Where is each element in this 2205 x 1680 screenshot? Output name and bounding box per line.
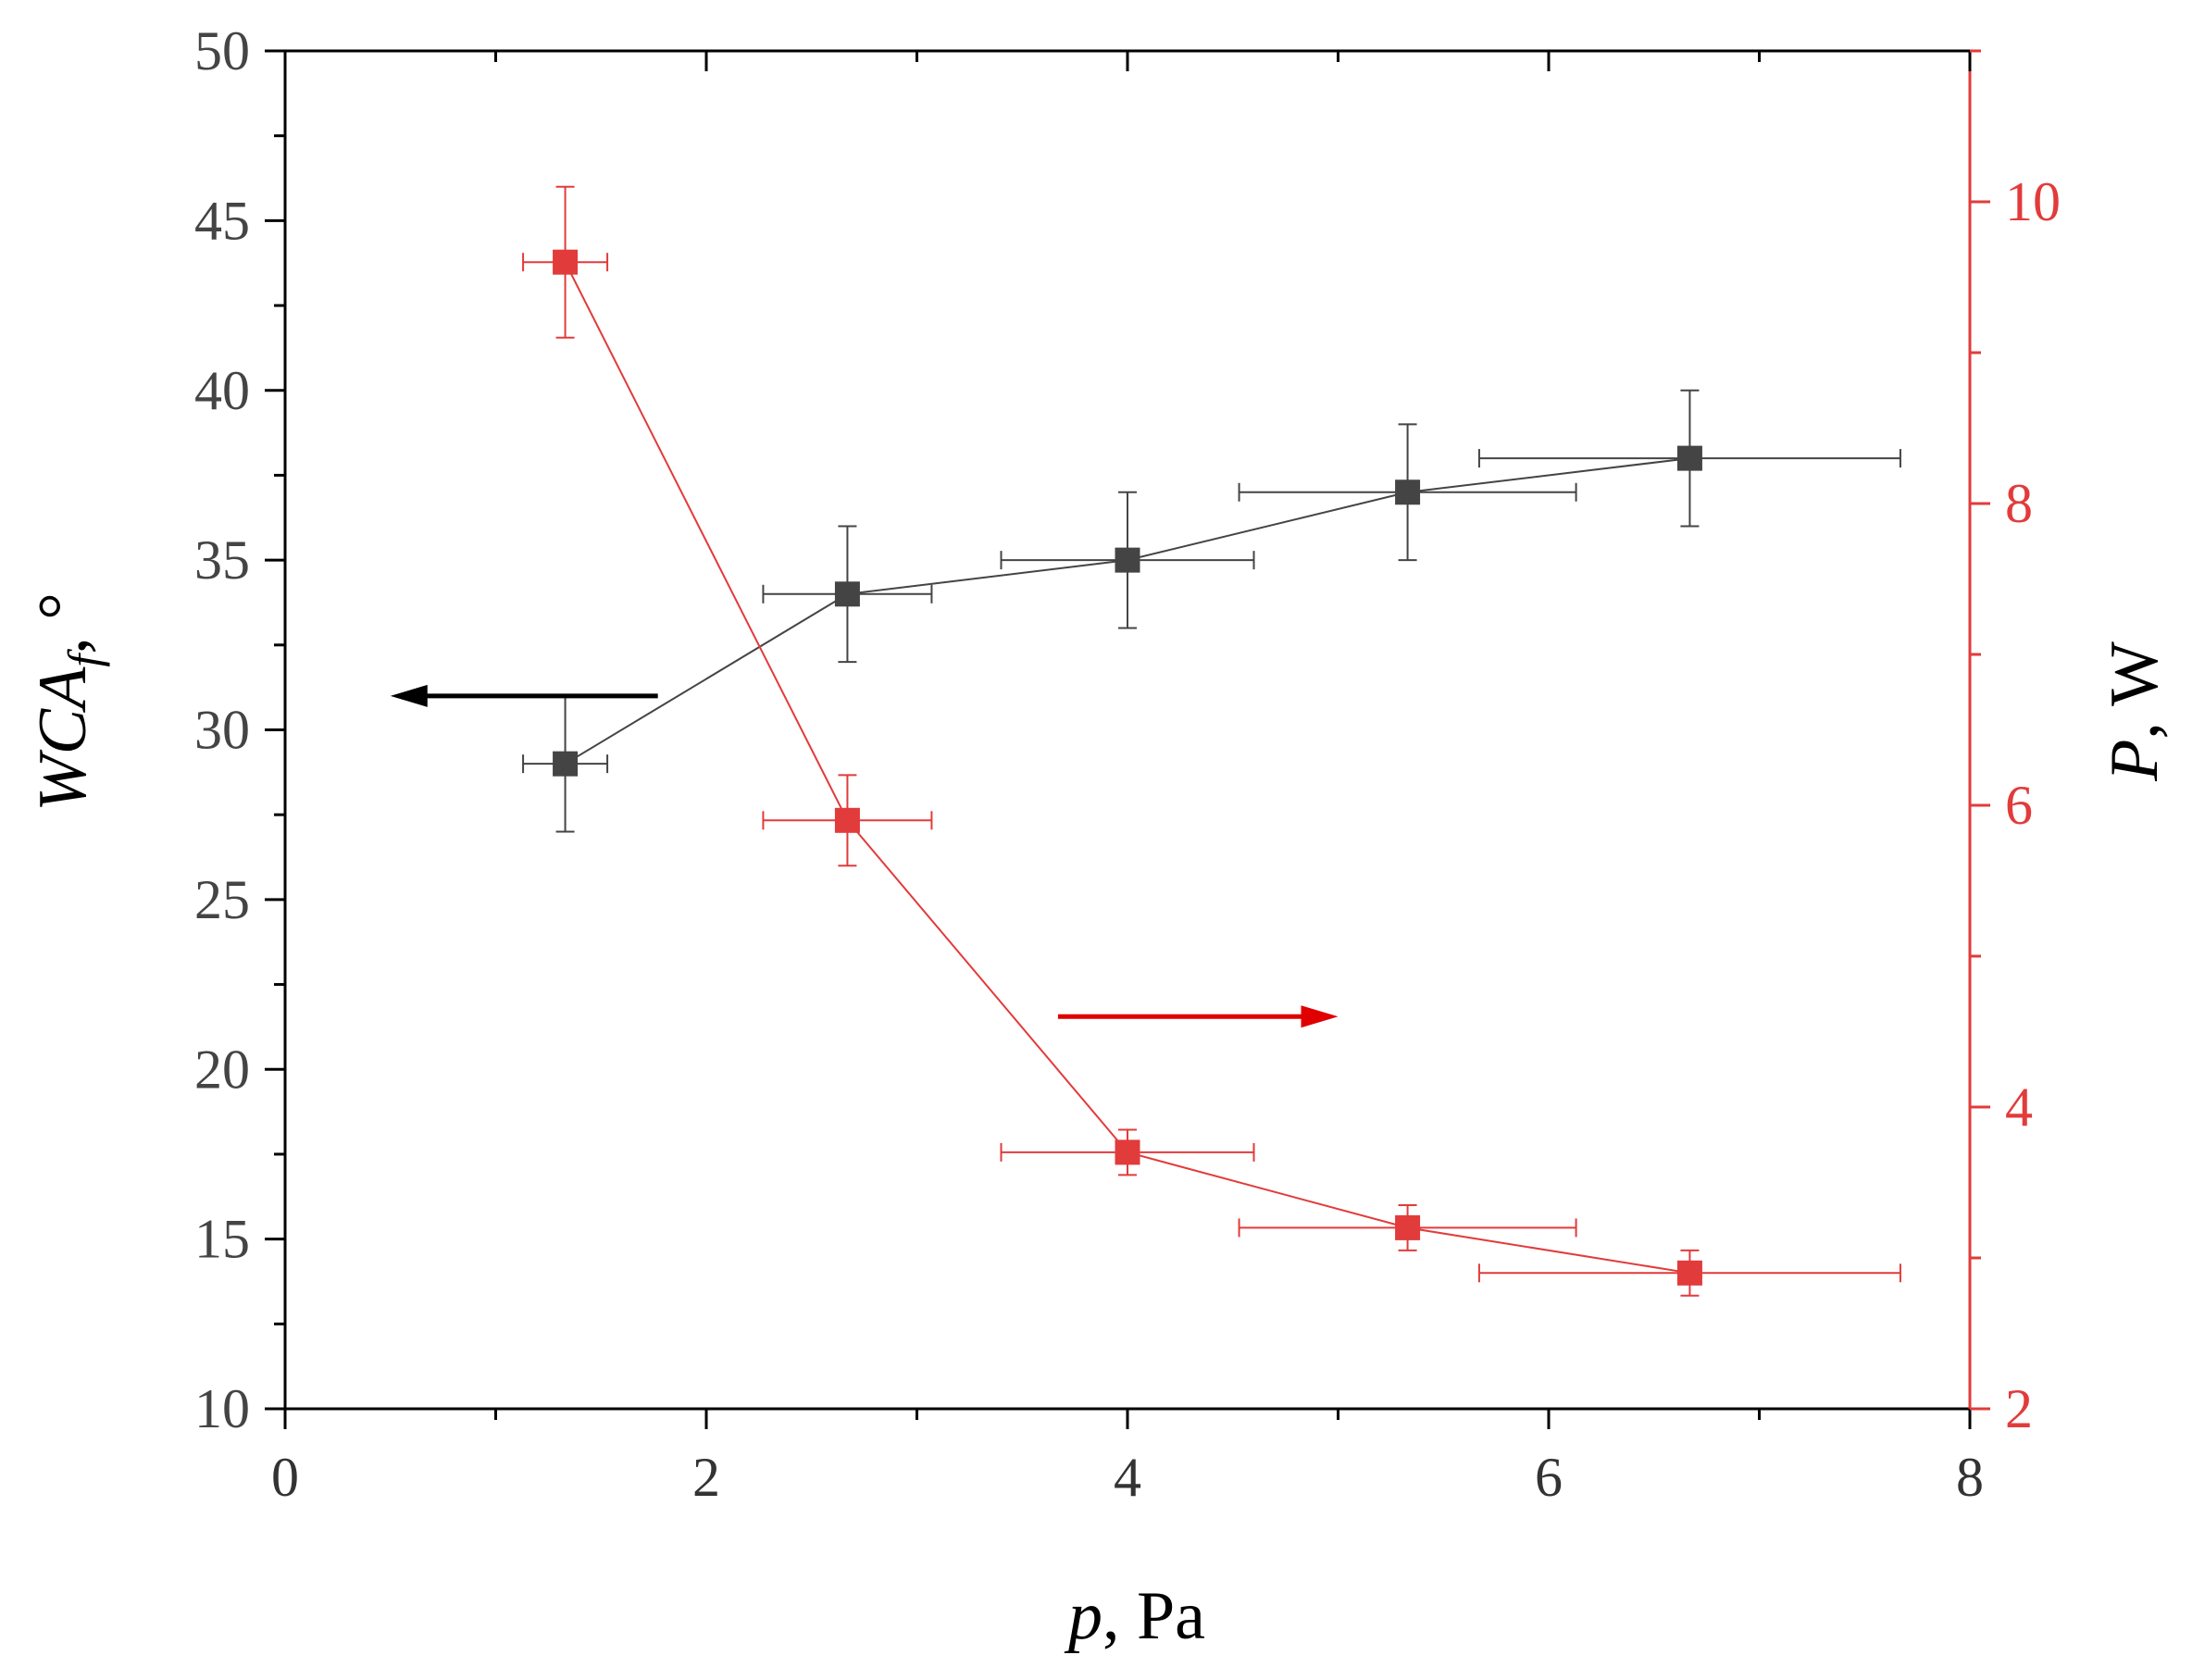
wca-data-point — [1477, 389, 1901, 528]
y-right-tick-label: 8 — [2005, 473, 2033, 534]
y-right-tick-label: 6 — [2005, 775, 2033, 836]
x-tick-label: 4 — [1114, 1447, 1141, 1508]
right-axis-arrow — [1057, 1005, 1339, 1028]
power-marker — [553, 249, 579, 275]
y-right-tick-label: 4 — [2005, 1076, 2033, 1138]
y-left-tick-label: 20 — [194, 1039, 250, 1100]
x-tick-label: 6 — [1535, 1447, 1563, 1508]
power-data-point — [522, 185, 609, 339]
x-axis-title: p, Pa — [1064, 1578, 1205, 1654]
y-left-tick-label: 35 — [194, 529, 250, 591]
power-marker — [1395, 1214, 1421, 1240]
wca-data-point — [1000, 491, 1255, 629]
y-right-tick-label: 2 — [2005, 1378, 2033, 1439]
x-tick-label: 2 — [692, 1447, 720, 1508]
arrow-head — [390, 684, 428, 707]
y-left-axis-title-var: WCA — [25, 666, 101, 812]
power-marker — [1676, 1260, 1702, 1286]
y-right-tick-label: 10 — [2005, 171, 2061, 232]
wca-data-point — [522, 694, 609, 833]
x-tick-label: 0 — [271, 1447, 299, 1508]
power-data-point — [1000, 1128, 1255, 1176]
x-axis-title-var: p — [1064, 1578, 1102, 1654]
x-tick-label: 8 — [1956, 1447, 1984, 1508]
y-right-axis-title-unit: , W — [2097, 641, 2173, 740]
power-data-point — [762, 774, 933, 867]
wca-marker — [1395, 479, 1421, 505]
y-left-tick-label: 25 — [194, 869, 250, 930]
y-left-tick-label: 45 — [194, 190, 250, 251]
power-data-point — [1477, 1249, 1901, 1297]
y-left-tick-label: 10 — [194, 1378, 250, 1439]
arrow-head — [1301, 1005, 1339, 1028]
power-marker — [1115, 1139, 1140, 1165]
y-left-axis-title-unit: , ° — [25, 592, 101, 654]
y-left-tick-label: 40 — [194, 360, 250, 421]
y-left-tick-label: 30 — [194, 700, 250, 761]
y-left-tick-label: 50 — [194, 20, 250, 81]
left-axis-arrow — [390, 684, 658, 707]
wca-marker — [1676, 445, 1702, 471]
y-left-tick-label: 15 — [194, 1209, 250, 1270]
wca-data-point — [762, 525, 933, 664]
power-series-line — [564, 261, 1690, 1275]
wca-marker — [553, 751, 579, 777]
power-data-point — [1238, 1203, 1577, 1251]
y-right-axis-title-var: P — [2097, 740, 2173, 782]
y-left-axis-title: WCAf, ° — [25, 592, 110, 812]
x-axis-title-unit: , Pa — [1102, 1578, 1205, 1654]
power-marker — [834, 807, 860, 833]
wca-data-point — [1238, 423, 1577, 562]
wca-marker — [834, 581, 860, 607]
y-right-axis-title: P, W — [2097, 641, 2173, 782]
wca-marker — [1115, 547, 1140, 573]
